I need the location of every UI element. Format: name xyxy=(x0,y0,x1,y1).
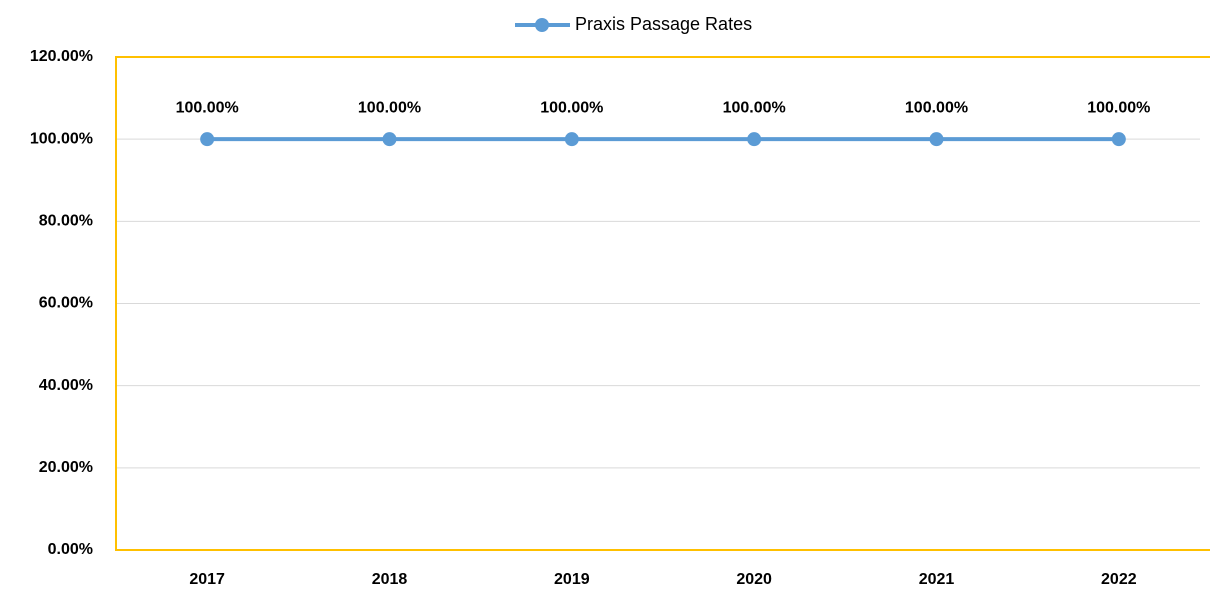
legend-label: Praxis Passage Rates xyxy=(575,14,752,34)
y-tick-label: 120.00% xyxy=(30,48,93,65)
x-tick-label: 2017 xyxy=(189,571,225,588)
point xyxy=(747,132,762,147)
point xyxy=(929,132,944,147)
data-label: 100.00% xyxy=(176,99,239,116)
point xyxy=(200,132,215,147)
data-label: 100.00% xyxy=(358,99,421,116)
data-label: 100.00% xyxy=(905,99,968,116)
x-tick-label: 2020 xyxy=(736,571,772,588)
y-tick-label: 0.00% xyxy=(48,541,93,558)
point xyxy=(564,132,579,147)
plot-border xyxy=(115,56,1210,551)
x-tick-label: 2022 xyxy=(1101,571,1137,588)
point xyxy=(382,132,397,147)
x-tick-label: 2018 xyxy=(372,571,408,588)
y-tick-label: 40.00% xyxy=(39,377,93,394)
legend-marker xyxy=(535,18,549,32)
y-tick-label: 60.00% xyxy=(39,295,93,312)
y-tick-label: 20.00% xyxy=(39,459,93,476)
data-label: 100.00% xyxy=(540,99,603,116)
x-tick-label: 2021 xyxy=(919,571,955,588)
point xyxy=(1111,132,1126,147)
y-tick-label: 100.00% xyxy=(30,130,93,147)
x-tick-label: 2019 xyxy=(554,571,590,588)
y-tick-label: 80.00% xyxy=(39,213,93,230)
data-label: 100.00% xyxy=(723,99,786,116)
data-label: 100.00% xyxy=(1087,99,1150,116)
